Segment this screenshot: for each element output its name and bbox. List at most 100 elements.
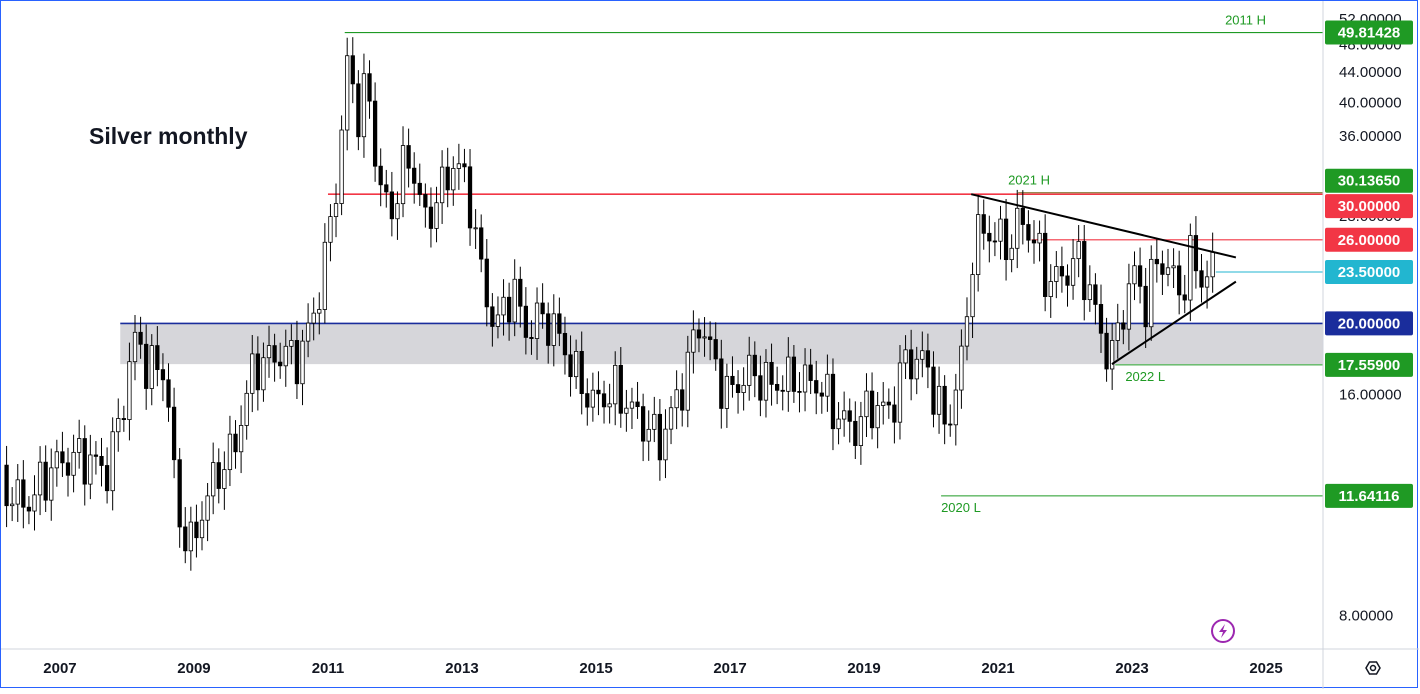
candle bbox=[1037, 220, 1042, 262]
price-tag: 49.81428 bbox=[1325, 20, 1413, 45]
candle bbox=[255, 336, 260, 411]
candle-body-down bbox=[981, 214, 986, 234]
candle bbox=[1171, 248, 1176, 288]
candle-body-up bbox=[439, 166, 445, 204]
candle bbox=[976, 194, 981, 292]
candle-body-down bbox=[216, 462, 221, 489]
price-tag-label: 17.55900 bbox=[1338, 357, 1401, 374]
x-tick-label: 2013 bbox=[445, 660, 478, 677]
candle-body-down bbox=[155, 345, 160, 370]
candle-body-up bbox=[333, 203, 339, 218]
gear-icon[interactable] bbox=[1365, 661, 1381, 675]
candle bbox=[668, 396, 674, 445]
candle-body-down bbox=[708, 336, 713, 340]
candle-body-up bbox=[551, 313, 556, 346]
candle-body-down bbox=[730, 375, 735, 385]
candle bbox=[283, 329, 288, 387]
candle bbox=[836, 402, 841, 445]
candle bbox=[596, 371, 601, 416]
candle-body-up bbox=[205, 495, 210, 521]
candle bbox=[680, 373, 685, 427]
candle bbox=[339, 115, 344, 216]
candle bbox=[892, 386, 897, 444]
candle-body-up bbox=[881, 401, 886, 406]
candle bbox=[1104, 317, 1109, 382]
candle-body-down bbox=[1082, 241, 1087, 301]
candle-body-up bbox=[250, 353, 255, 394]
candle-body-down bbox=[585, 393, 590, 408]
candle bbox=[345, 37, 350, 151]
price-tag-label: 30.00000 bbox=[1338, 198, 1401, 215]
candle bbox=[356, 70, 361, 151]
candle-body-up bbox=[590, 389, 596, 408]
candle bbox=[205, 483, 210, 542]
candle-body-up bbox=[305, 322, 311, 342]
y-tick-label: 36.00000 bbox=[1339, 128, 1402, 145]
candle-body-down bbox=[931, 366, 936, 415]
candle bbox=[814, 360, 819, 415]
candle-body-up bbox=[1115, 322, 1120, 341]
candle bbox=[1031, 220, 1037, 264]
candle-body-down bbox=[925, 350, 931, 368]
candle-body-up bbox=[311, 312, 316, 324]
candle bbox=[149, 334, 154, 406]
candle-body-up bbox=[936, 385, 942, 415]
candle-body-up bbox=[361, 73, 367, 138]
x-tick-label: 2019 bbox=[847, 660, 880, 677]
candle-body-down bbox=[518, 278, 523, 307]
candle bbox=[1210, 232, 1215, 293]
candle bbox=[886, 388, 891, 419]
candle-body-up bbox=[534, 302, 540, 339]
candle-body-down bbox=[177, 459, 182, 528]
candle bbox=[942, 375, 947, 445]
y-tick-label: 40.00000 bbox=[1339, 94, 1402, 111]
candle-body-up bbox=[261, 357, 266, 391]
candle bbox=[495, 296, 501, 339]
candle-body-up bbox=[1126, 283, 1132, 330]
candle bbox=[333, 183, 339, 238]
candle-body-down bbox=[1026, 224, 1031, 241]
candle-body-down bbox=[104, 465, 110, 492]
candle-body-down bbox=[1193, 235, 1199, 272]
candle-body-up bbox=[71, 451, 76, 476]
candle-body-down bbox=[635, 401, 640, 408]
candle bbox=[65, 447, 71, 497]
candle-body-up bbox=[976, 214, 981, 275]
price-tag-label: 20.00000 bbox=[1338, 315, 1401, 332]
candle bbox=[155, 326, 160, 387]
candle bbox=[294, 320, 300, 399]
candle-body-down bbox=[1020, 207, 1025, 225]
candle bbox=[160, 353, 166, 402]
candle-body-up bbox=[613, 364, 618, 405]
candle-body-down bbox=[490, 306, 495, 327]
candle-body-down bbox=[847, 410, 852, 422]
candle bbox=[607, 383, 612, 424]
candle-body-up bbox=[663, 428, 668, 461]
candle-body-down bbox=[1143, 285, 1148, 328]
candle-body-up bbox=[674, 389, 679, 409]
candle-body-down bbox=[194, 521, 199, 539]
candle-body-down bbox=[568, 354, 573, 378]
candle-body-down bbox=[719, 358, 724, 409]
price-tag-label: 11.64116 bbox=[1339, 488, 1400, 505]
candle bbox=[1054, 251, 1059, 299]
candle-body-up bbox=[1149, 258, 1154, 328]
candle bbox=[881, 382, 886, 425]
annotation-label: 2020 L bbox=[941, 500, 981, 515]
candle bbox=[99, 437, 104, 487]
candle-body-down bbox=[735, 384, 741, 394]
candle bbox=[1193, 216, 1199, 289]
candle bbox=[177, 448, 182, 548]
candle bbox=[613, 351, 618, 426]
price-tag: 11.64116 bbox=[1325, 483, 1413, 508]
time-axis[interactable]: 2007 2009 2011 2013 2015 2017 2019 2021 2023 2025 bbox=[43, 660, 1282, 677]
candle-body-down bbox=[350, 55, 355, 85]
candle bbox=[1177, 250, 1182, 315]
candle bbox=[752, 341, 757, 398]
candle bbox=[384, 169, 389, 208]
annotation-label: 2011 H bbox=[1225, 13, 1266, 28]
price-tag-label: 23.50000 bbox=[1338, 264, 1401, 281]
candle-body-down bbox=[992, 240, 998, 243]
candle bbox=[350, 37, 355, 104]
